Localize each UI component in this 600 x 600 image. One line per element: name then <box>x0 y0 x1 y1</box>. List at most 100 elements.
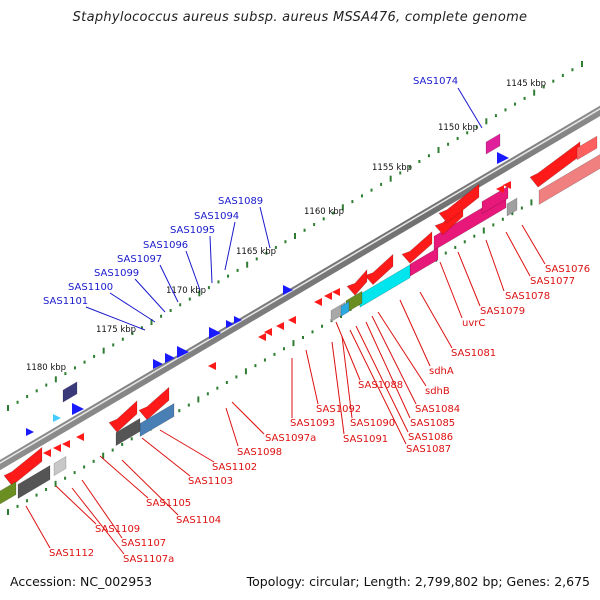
reverse-gene-SAS1092 <box>288 316 296 324</box>
genome-backbone-highlight <box>0 108 600 464</box>
leader-line <box>81 479 123 539</box>
reverse-gene-SAS1104 <box>139 402 175 438</box>
label-SAS1092[interactable]: SAS1092 <box>316 404 361 415</box>
accession-text: Accession: NC_002953 <box>10 574 153 589</box>
label-SAS1096[interactable]: SAS1096 <box>143 240 188 251</box>
leader-line <box>331 341 345 435</box>
reverse-gene-SAS1105 <box>115 417 141 447</box>
label-SAS1102[interactable]: SAS1102 <box>212 462 257 473</box>
leader-line <box>185 250 201 291</box>
leader-line <box>399 299 431 367</box>
label-SAS1088[interactable]: SAS1088 <box>358 380 403 391</box>
leader-line <box>521 224 546 265</box>
gene-features <box>0 133 600 505</box>
reverse-gene-olive <box>0 481 17 505</box>
forward-gene-dark <box>62 381 78 403</box>
label-uvrC[interactable]: uvrC <box>462 318 485 329</box>
label-SAS1086[interactable]: SAS1086 <box>408 432 453 443</box>
ruler-label: 1145 kbp <box>506 79 546 89</box>
reverse-gene-SAS1081 <box>401 231 433 264</box>
leader-line <box>439 261 463 319</box>
reverse-gene-pink <box>538 154 600 205</box>
label-SAS1081[interactable]: SAS1081 <box>451 348 496 359</box>
label-SAS1074[interactable]: SAS1074 <box>413 76 458 87</box>
leader-line <box>159 429 215 463</box>
label-SAS1079[interactable]: SAS1079 <box>480 306 525 317</box>
reverse-gene-small2 <box>503 181 511 189</box>
label-SAS1101[interactable]: SAS1101 <box>43 296 88 307</box>
label-SAS1093[interactable]: SAS1093 <box>290 418 335 429</box>
forward-gene-SAS1097 <box>177 346 189 358</box>
reverse-gene-grey <box>506 197 518 217</box>
reverse-gene-small3 <box>324 292 332 300</box>
reverse-gene-end <box>576 135 598 161</box>
reverse-gene-grey2 <box>53 455 67 477</box>
label-sdhA[interactable]: sdhA <box>429 366 454 377</box>
leader-line <box>25 505 51 549</box>
leader-line <box>99 455 149 499</box>
genome-summary-text: Topology: circular; Length: 2,799,802 bp… <box>246 574 590 589</box>
label-SAS1078[interactable]: SAS1078 <box>505 291 550 302</box>
reverse-gene-small6 <box>53 444 61 452</box>
forward-gene-SAS1101b <box>26 428 34 436</box>
label-SAS1109[interactable]: SAS1109 <box>95 524 140 535</box>
reverse-gene-SAS1098 <box>208 362 216 370</box>
label-SAS1076[interactable]: SAS1076 <box>545 264 590 275</box>
label-SAS1087[interactable]: SAS1087 <box>406 444 451 455</box>
forward-gene-SAS1074 <box>497 152 509 164</box>
reverse-gene-SAS1076 <box>481 185 509 215</box>
leader-line <box>457 251 481 307</box>
label-SAS1084[interactable]: SAS1084 <box>415 404 460 415</box>
label-SAS1100[interactable]: SAS1100 <box>68 282 113 293</box>
forward-gene-SAS1099 <box>165 353 175 363</box>
label-SAS1095[interactable]: SAS1095 <box>170 225 215 236</box>
reverse-gene-SAS1112 <box>17 465 51 499</box>
reverse-gene-SAS1077 <box>438 183 480 224</box>
label-SAS1104[interactable]: SAS1104 <box>176 515 221 526</box>
leader-line <box>121 459 179 516</box>
ruler-label: 1150 kbp <box>438 123 478 133</box>
leader-line <box>159 264 179 303</box>
leader-line <box>231 401 265 435</box>
label-SAS1094[interactable]: SAS1094 <box>194 211 239 222</box>
ruler-label: 1155 kbp <box>372 163 412 173</box>
label-SAS1077[interactable]: SAS1077 <box>530 276 575 287</box>
label-SAS1089[interactable]: SAS1089 <box>218 196 263 207</box>
label-sdhB[interactable]: sdhB <box>425 386 450 397</box>
label-SAS1090[interactable]: SAS1090 <box>350 418 395 429</box>
leader-line <box>225 407 239 447</box>
leader-line <box>71 487 125 555</box>
leader-line <box>305 349 319 405</box>
reverse-gene-SAS1107 <box>76 433 84 441</box>
genome-backbone <box>0 105 600 471</box>
leader-line <box>355 325 409 433</box>
label-SAS1091[interactable]: SAS1091 <box>343 434 388 445</box>
leader-line <box>457 87 483 129</box>
ruler-label: 1160 kbp <box>304 207 344 217</box>
label-SAS1097[interactable]: SAS1097 <box>117 254 162 265</box>
reverse-gene-SAS1085 <box>364 253 394 286</box>
leader-line <box>85 306 146 331</box>
forward-gene-SAS1089 <box>283 285 293 295</box>
label-SAS1085[interactable]: SAS1085 <box>410 418 455 429</box>
leader-line <box>109 292 156 323</box>
leader-line <box>134 278 166 313</box>
label-SAS1103[interactable]: SAS1103 <box>188 476 233 487</box>
reverse-gene-small4 <box>314 298 322 306</box>
label-SAS1099[interactable]: SAS1099 <box>94 268 139 279</box>
gene-labels: SAS1074 SAS1089 SAS1094 SAS1095 SAS1096 SAS10… <box>43 76 590 565</box>
ruler-labels: 1145 kbp 1150 kbp 1155 kbp 1160 kbp 1165 kbp… <box>26 79 546 373</box>
reverse-gene-SAS1093 <box>276 322 284 330</box>
label-SAS1098[interactable]: SAS1098 <box>237 447 282 458</box>
reverse-gene-SAS1086 <box>346 268 368 296</box>
reverse-gene-SAS1103 <box>108 400 138 433</box>
reverse-gene-small1 <box>496 185 504 193</box>
label-SAS1107a[interactable]: SAS1107a <box>123 554 174 565</box>
leader-line <box>349 329 407 445</box>
label-SAS1097a[interactable]: SAS1097a <box>265 433 316 444</box>
label-SAS1105[interactable]: SAS1105 <box>146 498 191 509</box>
ruler-label: 1180 kbp <box>26 363 66 373</box>
leader-line <box>209 235 213 284</box>
label-SAS1112[interactable]: SAS1112 <box>49 548 94 559</box>
label-SAS1107[interactable]: SAS1107 <box>121 538 166 549</box>
